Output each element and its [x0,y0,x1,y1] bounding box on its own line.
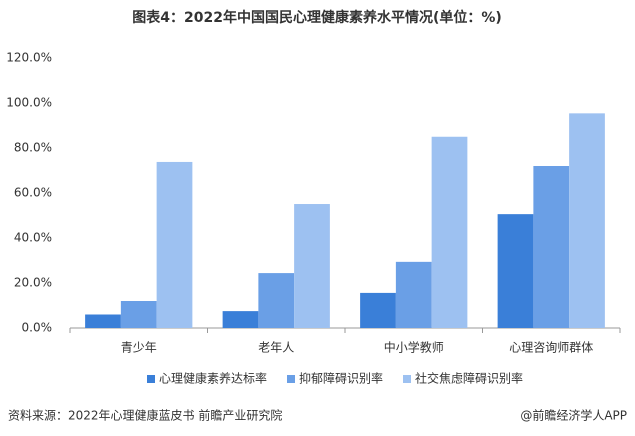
bar [222,311,259,328]
legend-marker [287,375,295,383]
y-tick-label: 60.0% [14,186,52,200]
bar [497,214,534,328]
x-tick-label: 中小学教师 [384,340,444,355]
legend-label: 社交焦虑障碍识别率 [415,371,523,386]
bar [120,301,157,328]
chart-title: 图表4：2022年中国国民心理健康素养水平情况(单位：%) [132,9,502,26]
bar [360,292,396,328]
legend-marker [403,375,411,383]
bar [533,166,570,328]
source: 资料来源：2022年心理健康蓝皮书 前瞻产业研究院 [8,408,282,423]
y-tick-label: 20.0% [14,276,52,290]
y-tick-label: 120.0% [6,51,52,65]
bar [569,113,605,328]
y-tick-label: 0.0% [22,321,53,335]
bar [294,204,330,328]
bar [85,314,121,328]
x-tick-label: 青少年 [121,341,157,355]
legend-label: 心理健康素养达标率 [159,371,267,386]
x-tick-label: 老年人 [258,341,294,355]
bar [258,273,295,328]
x-tick-label: 心理咨询师群体 [509,340,593,355]
legend-label: 抑郁障碍识别率 [299,371,383,386]
y-tick-label: 40.0% [14,231,52,245]
bar [395,261,432,328]
y-tick-label: 100.0% [6,96,52,110]
bar [156,161,193,328]
legend-marker [147,375,155,383]
credit: @前瞻经济学人APP [520,408,627,423]
y-tick-label: 80.0% [14,141,52,155]
bar [431,136,468,328]
